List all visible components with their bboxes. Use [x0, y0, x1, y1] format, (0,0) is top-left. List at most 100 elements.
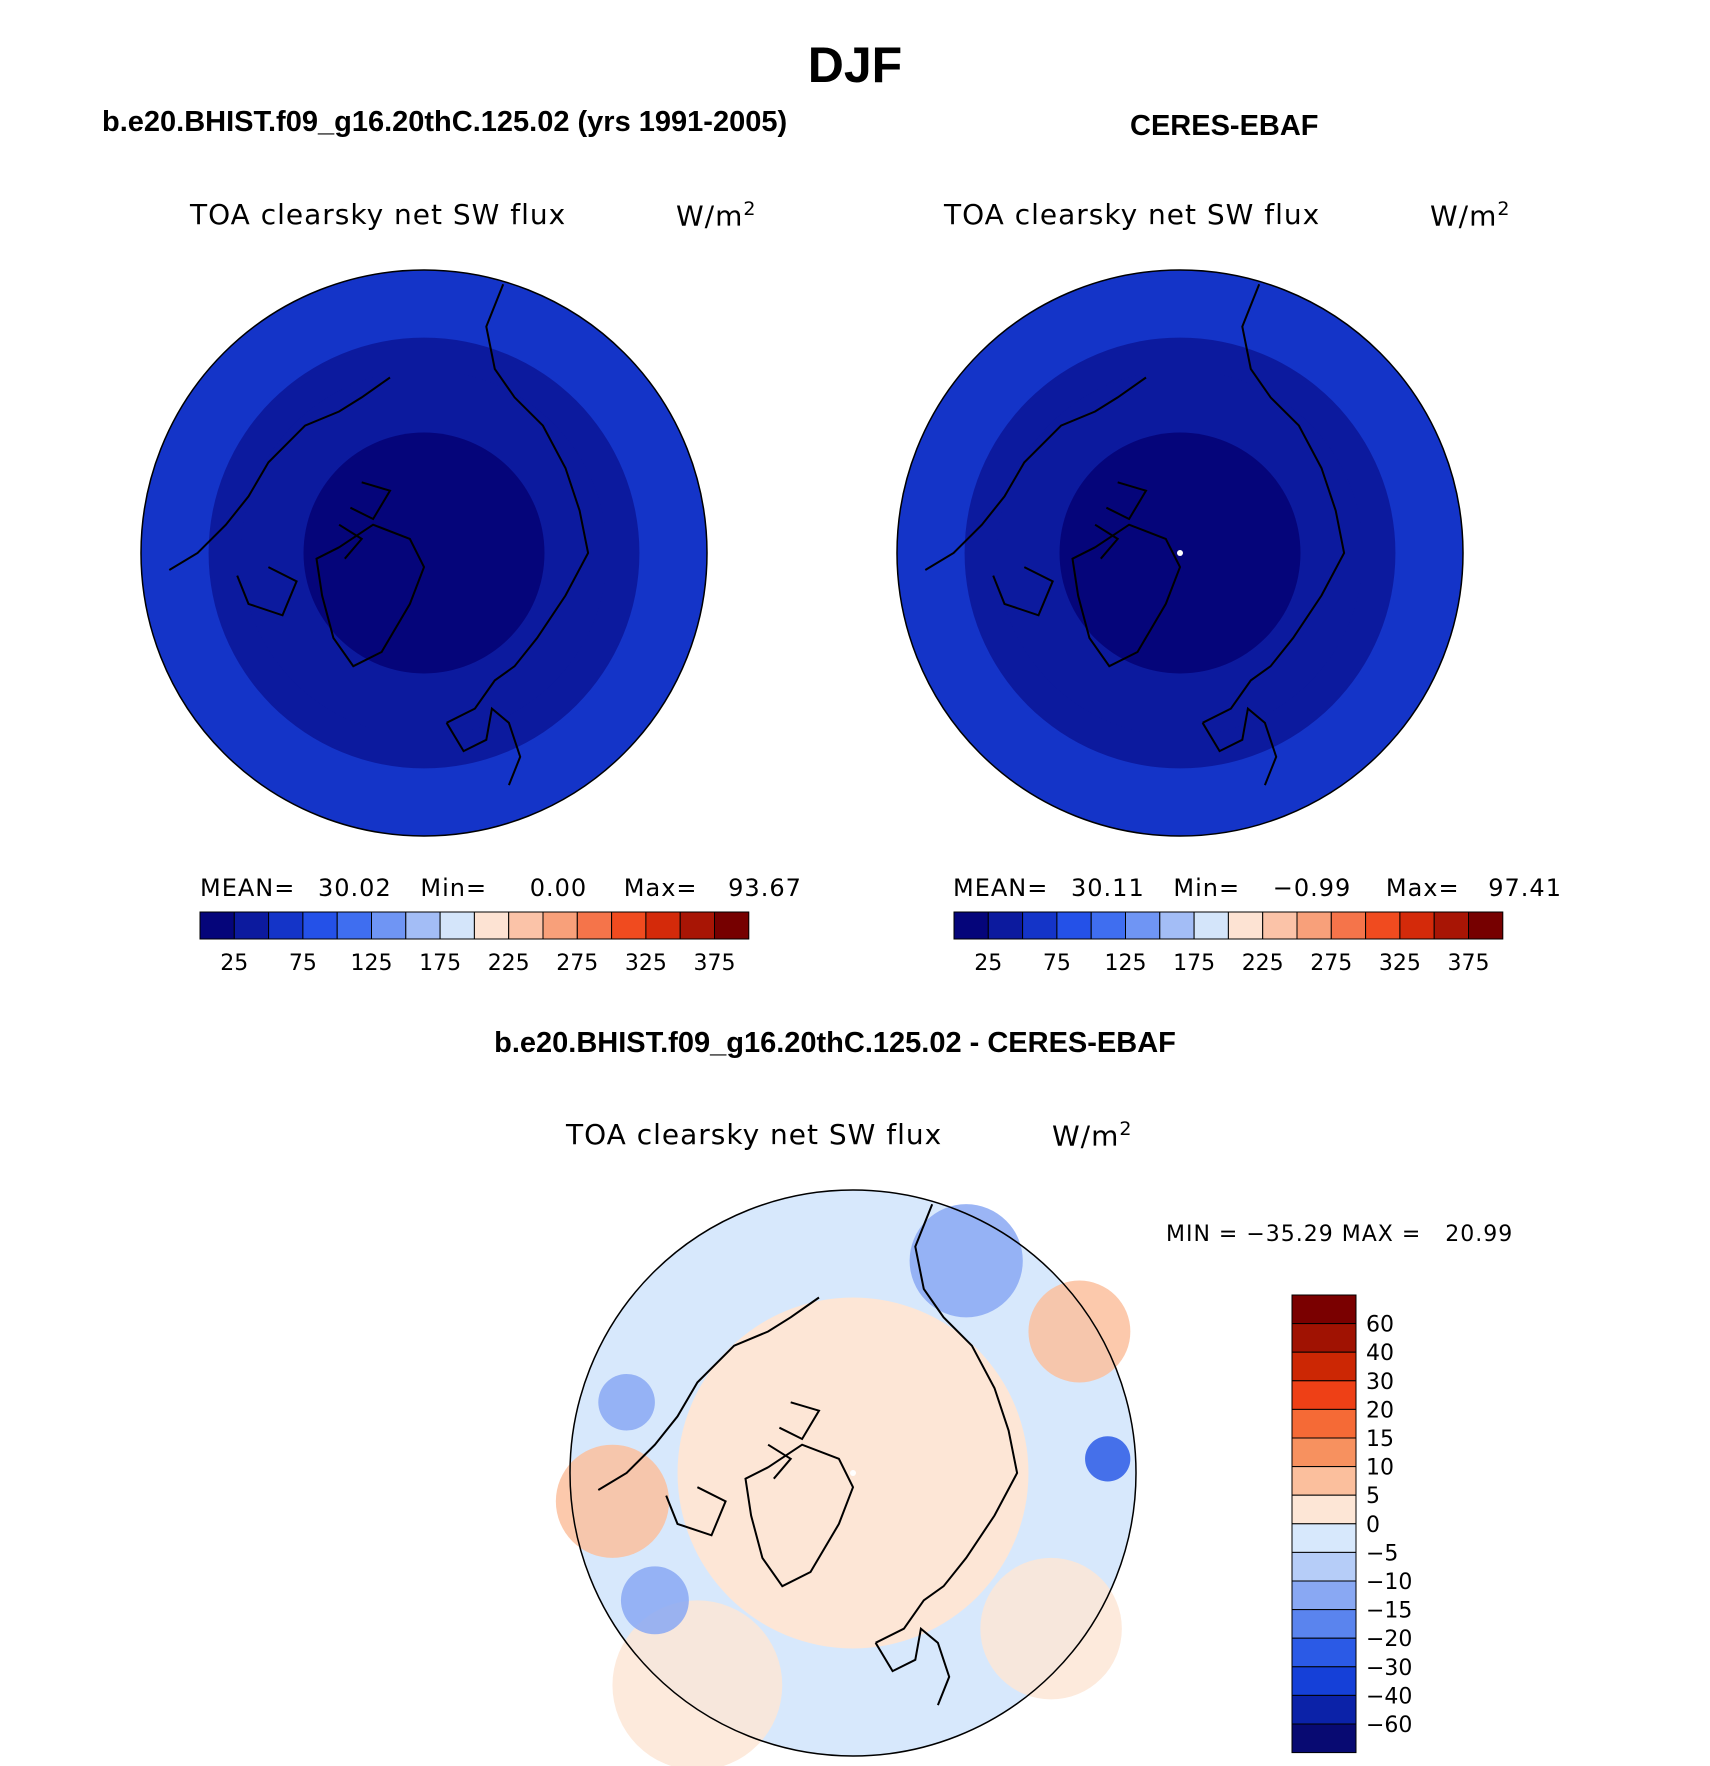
- obs-pole-dot: [1177, 550, 1183, 556]
- diff-colorbar-tick-label: 40: [1366, 1341, 1394, 1366]
- diff-colorbar-tick-label: −60: [1366, 1713, 1412, 1738]
- max-label: Max=: [623, 874, 698, 902]
- model-coastline-1: [446, 283, 590, 724]
- obs-units-label: W/m2: [1430, 198, 1511, 233]
- obs-stats: MEAN= 30.11 Min= −0.99 Max= 97.41: [953, 874, 1562, 902]
- obs-colorbar-swatch-13: [1399, 911, 1435, 940]
- mean-value: 30.02: [318, 874, 392, 902]
- diff-colorbar-tick-label: −15: [1366, 1599, 1412, 1624]
- diff-coastline-5: [778, 1401, 821, 1441]
- diff-pole-dot: [850, 1470, 856, 1476]
- obs-coastline-2: [924, 376, 1147, 571]
- diff-patch-0: [555, 1444, 670, 1558]
- obs-colorbar-swatch-12: [1365, 911, 1401, 940]
- diff-colorbar-tick-label: −30: [1366, 1656, 1412, 1681]
- model-colorbar-swatch-3: [302, 911, 338, 940]
- obs-coastline-6: [1094, 523, 1120, 560]
- model-colorbar-tick-label: 375: [694, 951, 736, 976]
- diff-patch-1: [612, 1600, 783, 1766]
- diff-colorbar-tick-label: 0: [1366, 1513, 1380, 1538]
- obs-colorbar-swatch-7: [1193, 911, 1229, 940]
- model-colorbar-swatch-12: [611, 911, 647, 940]
- diff-colorbar-swatch-12: [1291, 1637, 1357, 1668]
- diff-coastline-3: [874, 1626, 951, 1706]
- model-coastline-6: [338, 523, 364, 560]
- model-colorbar-tick-label: 25: [220, 951, 248, 976]
- diff-colorbar-tick-label: −10: [1366, 1570, 1412, 1595]
- obs-colorbar-swatch-6: [1159, 911, 1195, 940]
- diff-coastline-0: [744, 1443, 855, 1588]
- diff-patch-5: [598, 1373, 655, 1431]
- diff-colorbar-swatch-1: [1291, 1323, 1357, 1353]
- obs-colorbar-swatch-3: [1056, 911, 1092, 940]
- model-units-label: W/m2: [676, 198, 757, 233]
- diff-colorbar-tick-label: 15: [1366, 1427, 1394, 1452]
- diff-map: [555, 1189, 1137, 1766]
- obs-variable-label: TOA clearsky net SW flux: [944, 198, 1321, 231]
- model-coastline-2: [168, 376, 391, 571]
- obs-colorbar-swatch-5: [1125, 911, 1161, 940]
- obs-colorbar-swatch-0: [953, 911, 989, 940]
- mean-label: MEAN=: [200, 874, 296, 902]
- model-colorbar-swatch-1: [233, 911, 270, 940]
- model-colorbar-swatch-15: [714, 911, 750, 940]
- diff-coastline-4: [665, 1486, 727, 1537]
- obs-colorbar-tick-label: 225: [1242, 951, 1284, 976]
- diff-colorbar-tick-label: −20: [1366, 1627, 1412, 1652]
- diff-units-label: W/m2: [1052, 1118, 1133, 1153]
- obs-coastline-3: [1201, 706, 1278, 786]
- model-colorbar-swatch-6: [405, 911, 441, 940]
- diff-patch-3: [980, 1557, 1122, 1700]
- model-coastline-5: [349, 481, 392, 521]
- model-variable-label: TOA clearsky net SW flux: [190, 198, 567, 231]
- diff-patch-4: [909, 1204, 1023, 1318]
- diff-colorbar-swatch-5: [1291, 1437, 1357, 1468]
- model-colorbar-swatch-8: [473, 911, 510, 940]
- model-stats: MEAN= 30.02 Min= 0.00 Max= 93.67: [200, 874, 802, 902]
- model-colorbar-swatch-5: [371, 911, 407, 940]
- obs-colorbar-swatch-8: [1227, 911, 1264, 940]
- diff-colorbar-tick-label: 60: [1366, 1313, 1394, 1338]
- diff-colorbar-swatch-6: [1291, 1466, 1357, 1496]
- obs-map-border: [896, 269, 1464, 837]
- model-colorbar-tick-label: 75: [289, 951, 317, 976]
- diff-colorbar-swatch-13: [1291, 1666, 1357, 1696]
- model-colorbar-tick-label: 175: [419, 951, 461, 976]
- diff-coastline-2: [597, 1296, 820, 1491]
- obs-map: [896, 269, 1464, 837]
- diff-colorbar-swatch-11: [1291, 1609, 1357, 1639]
- obs-colorbar-tick-label: 75: [1043, 951, 1071, 976]
- mean-label: MEAN=: [953, 874, 1049, 902]
- model-colorbar-swatch-13: [645, 911, 681, 940]
- model-colorbar-swatch-10: [542, 911, 578, 940]
- model-coastline-4: [236, 566, 298, 617]
- model-coastline-3: [445, 706, 522, 786]
- model-colorbar-tick-label: 225: [488, 951, 530, 976]
- diff-colorbar-tick-label: −5: [1366, 1541, 1398, 1566]
- min-label: Min=: [420, 874, 488, 902]
- model-colorbar-swatch-4: [336, 911, 373, 940]
- diff-colorbar-swatch-9: [1291, 1551, 1357, 1582]
- obs-colorbar-swatch-11: [1330, 911, 1367, 940]
- model-panel-header: b.e20.BHIST.f09_g16.20thC.125.02 (yrs 19…: [102, 106, 788, 138]
- model-colorbar-swatch-14: [679, 911, 716, 940]
- obs-colorbar-tick-label: 375: [1448, 951, 1490, 976]
- model-colorbar-swatch-9: [508, 911, 544, 940]
- obs-colorbar-tick-label: 125: [1105, 951, 1147, 976]
- model-colorbar-swatch-0: [199, 911, 235, 940]
- diff-patch-6: [1085, 1436, 1131, 1482]
- diff-minmax-stats: MIN = −35.29 MAX = 20.99: [1166, 1222, 1514, 1247]
- model-colorbar-tick-label: 325: [625, 951, 667, 976]
- obs-colorbar-tick-label: 325: [1379, 951, 1421, 976]
- diff-colorbar-swatch-15: [1291, 1723, 1357, 1754]
- obs-colorbar-swatch-9: [1262, 911, 1298, 940]
- diff-colorbar-swatch-3: [1291, 1380, 1357, 1410]
- obs-colorbar-swatch-10: [1296, 911, 1332, 940]
- min-value: −0.99: [1272, 874, 1352, 902]
- obs-colorbar-swatch-2: [1022, 911, 1058, 940]
- diff-coastline-1: [875, 1203, 1019, 1644]
- diff-patch-2: [1028, 1280, 1131, 1383]
- diff-colorbar-tick-label: 5: [1366, 1484, 1380, 1509]
- diff-panel-header: b.e20.BHIST.f09_g16.20thC.125.02 - CERES…: [494, 1027, 1176, 1059]
